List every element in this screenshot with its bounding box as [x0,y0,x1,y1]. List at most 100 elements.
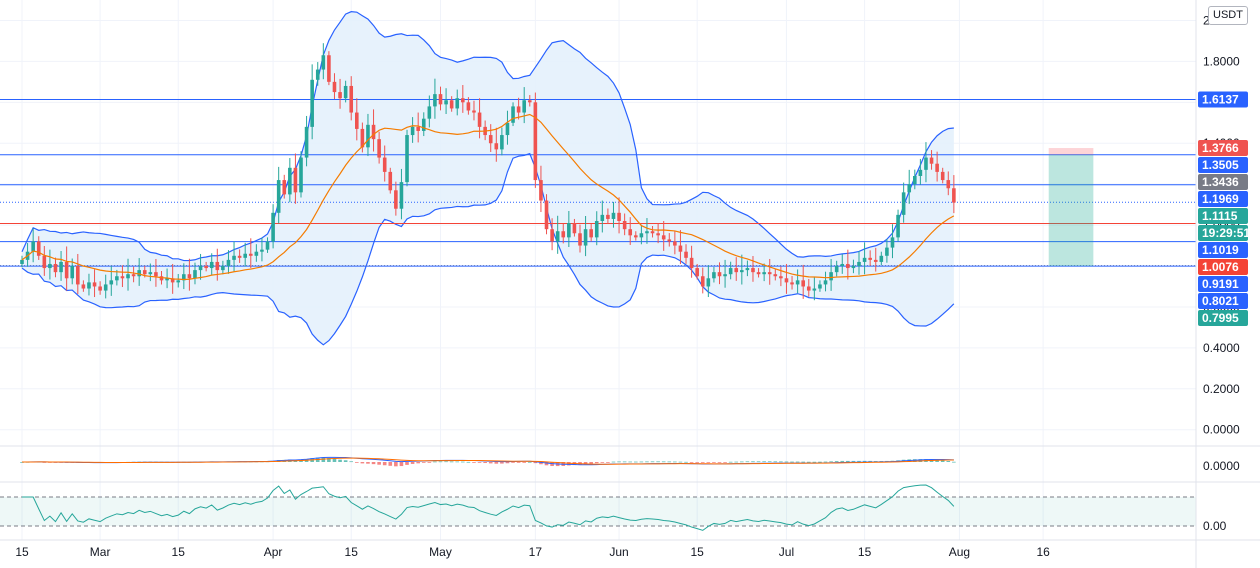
macd-histogram-bar [343,460,348,462]
candle-body [924,157,928,170]
candle-body [862,257,867,262]
candles [20,43,956,301]
candle-body [310,79,314,127]
candle-body [109,280,114,285]
macd-histogram-bar [935,459,939,462]
candle-body [946,180,951,189]
macd-histogram-bar [394,462,398,467]
candle-body [42,255,47,269]
candle-body [634,235,638,238]
candle-body [76,266,80,285]
candle-body [846,263,850,269]
macd-histogram-bar [388,462,393,466]
candle-body [516,106,521,113]
time-tick-label: Jun [609,545,628,559]
macd-histogram-bar [857,460,861,462]
candle-body [421,118,426,131]
price-tick-label: 0.0000 [1203,423,1240,437]
macd-histogram-bar [371,462,376,465]
price-tag [1198,310,1248,327]
macd-histogram-bar [700,462,705,463]
candle-body [455,98,460,109]
candle-body [98,286,102,291]
candle-body [226,259,231,267]
candle-body [377,139,381,158]
candle-body [628,229,633,236]
price-tag [1198,91,1248,108]
price-tag-text: 1.3766 [1202,141,1239,155]
currency-badge[interactable]: USDT [1208,6,1248,25]
candle-body [221,266,225,271]
price-tick-label: 0.4000 [1203,341,1240,355]
candle-body [500,135,504,150]
candle-body [728,268,733,275]
candle-body [779,276,783,279]
macd-histogram-bar [745,461,750,463]
candle-body [901,192,906,215]
candle-body [617,212,621,221]
macd-histogram-bar [533,462,538,464]
candle-body [248,253,253,256]
candle-body [840,263,845,267]
candle-body [137,270,141,277]
candle-body [522,100,526,113]
candle-body [661,235,666,240]
candle-body [321,55,326,70]
price-tag [1198,174,1248,191]
price-tag-text: 1.3436 [1202,175,1239,189]
price-tag [1198,276,1248,293]
time-tick-label: 15 [345,545,359,559]
short-position-tool[interactable] [1048,148,1094,267]
candle-body [64,261,69,279]
macd-histogram-bar [399,462,404,467]
time-tick-label: 17 [529,545,543,559]
candle-body [371,124,376,140]
candle-body [745,268,750,271]
macd-histogram-bar [762,461,766,463]
macd-histogram-bar [717,462,722,463]
candle-body [594,221,599,238]
time-tick-label: Jul [779,545,794,559]
macd-histogram-bar [946,461,951,462]
macd-histogram-bar [444,461,448,463]
macd-histogram-bar [846,460,850,462]
candle-body [366,124,370,148]
candle-body [327,55,331,82]
price-tick-label: 0.2000 [1203,382,1240,396]
candle-body [890,237,895,248]
candle-body [790,282,794,285]
macd-histogram-bar [382,462,387,466]
candle-body [488,135,493,144]
macd-histogram-bar [433,461,437,463]
macd-histogram-bar [656,461,660,463]
candle-body [332,81,337,93]
band-fill [22,11,954,345]
macd-histogram-bar [634,461,638,463]
candle-body [896,214,900,238]
macd-histogram-bar [940,460,945,462]
time-tick-label: 15 [858,545,872,559]
macd-histogram-bar [740,461,744,463]
macd-histogram-bar [461,461,465,463]
macd-histogram-bar [751,461,755,463]
candle-body [131,274,136,277]
candle-body [918,169,923,176]
macd-histogram-bar [594,462,599,464]
macd-histogram-bar [684,461,688,463]
time-tick-label: 15 [172,545,186,559]
macd-histogram-bar [589,462,593,464]
candle-body [511,106,515,123]
time-tick-label: Apr [264,545,283,559]
candle-body [399,182,404,209]
candle-body [717,272,722,277]
candle-body [583,229,588,246]
candle-body [756,272,761,275]
candle-body [606,214,610,219]
ma-line [21,113,955,281]
candle-body [678,245,683,252]
macd-histogram-bar [661,461,666,463]
macd-histogram-bar [332,458,337,462]
macd-histogram-bar [723,462,727,463]
candle-body [299,157,303,193]
